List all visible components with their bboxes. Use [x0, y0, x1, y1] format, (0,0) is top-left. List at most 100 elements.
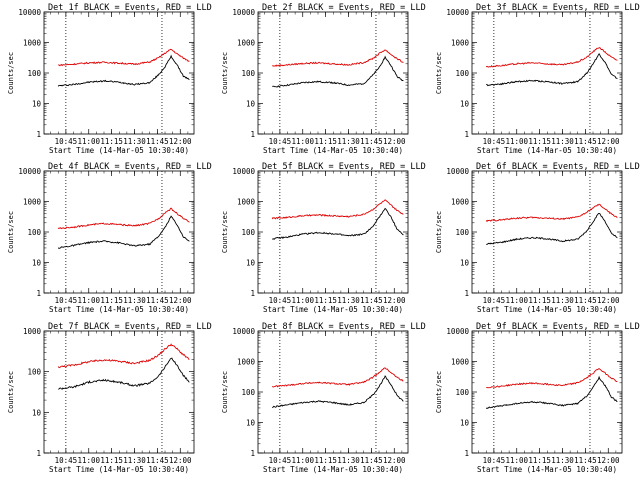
- panel-title: Det 4f BLACK = Events, RED = LLD: [48, 162, 212, 172]
- y-tick-label: 10000: [446, 8, 469, 17]
- x-tick-label: 11:15: [528, 137, 551, 146]
- x-tick-label: 11:00: [291, 296, 314, 305]
- x-tick-label: 10:45: [55, 137, 78, 146]
- y-tick-label: 10: [246, 419, 256, 428]
- x-tick-label: 10:45: [483, 456, 506, 465]
- series-line-events: [486, 52, 618, 87]
- x-axis-label: Start Time (14-Mar-05 10:30:40): [49, 465, 189, 474]
- series-line-events: [57, 215, 190, 250]
- y-tick-label: 1000: [237, 39, 256, 48]
- x-tick-label: 12:00: [597, 296, 620, 305]
- x-tick-label: 11:45: [146, 137, 169, 146]
- panel-title: Det 5f BLACK = Events, RED = LLD: [262, 162, 426, 172]
- y-tick-label: 100: [241, 69, 255, 78]
- x-tick-label: 11:15: [314, 296, 337, 305]
- panel-6: Det 6f BLACK = Events, RED = LLD 1 10 100 10…: [435, 162, 640, 314]
- x-tick-label: 11:30: [551, 137, 574, 146]
- y-tick-label: 10000: [18, 167, 41, 176]
- y-tick-label: 100: [455, 69, 469, 78]
- y-tick-label: 1000: [451, 198, 470, 207]
- x-tick-label: 12:00: [383, 296, 406, 305]
- x-axis-label: Start Time (14-Mar-05 10:30:40): [263, 146, 403, 155]
- x-tick-label: 12:00: [383, 137, 406, 146]
- x-tick-label: 11:15: [314, 456, 337, 465]
- x-tick-label: 11:00: [505, 456, 528, 465]
- plot-frame: [257, 11, 409, 135]
- x-tick-label: 11:00: [291, 137, 314, 146]
- series-line-lld: [58, 48, 190, 67]
- y-tick-label: 1000: [237, 358, 256, 367]
- y-tick-label: 10: [460, 259, 470, 268]
- panel-7: Det 7f BLACK = Events, RED = LLD 1 10 100 10…: [7, 322, 212, 474]
- series-line-events: [58, 357, 190, 390]
- plot-frame: [257, 330, 409, 454]
- y-axis-label: Counts/sec: [7, 52, 15, 94]
- x-tick-label: 11:15: [528, 456, 551, 465]
- x-tick-label: 10:45: [483, 137, 506, 146]
- x-tick-label: 11:30: [337, 456, 360, 465]
- x-tick-label: 11:15: [314, 137, 337, 146]
- y-tick-label: 10: [460, 100, 470, 109]
- y-tick-label: 100: [455, 388, 469, 397]
- series-line-lld: [271, 49, 404, 67]
- series-line-lld: [271, 367, 404, 388]
- x-tick-label: 11:00: [77, 456, 100, 465]
- series-line-events: [272, 55, 404, 88]
- y-tick-label: 1: [36, 130, 41, 139]
- series-line-lld: [271, 199, 404, 220]
- x-tick-label: 12:00: [597, 137, 620, 146]
- y-tick-label: 1000: [23, 39, 42, 48]
- plot-frame: [471, 170, 623, 294]
- y-tick-label: 1000: [23, 327, 42, 336]
- x-axis-label: Start Time (14-Mar-05 10:30:40): [263, 465, 403, 474]
- plot-frame: [471, 330, 623, 454]
- x-tick-label: 11:15: [100, 456, 123, 465]
- panel-1: Det 1f BLACK = Events, RED = LLD 1 10 100 10…: [7, 3, 212, 155]
- y-tick-label: 10: [32, 408, 42, 417]
- x-tick-label: 11:00: [77, 296, 100, 305]
- panel-title: Det 8f BLACK = Events, RED = LLD: [262, 322, 426, 332]
- y-tick-label: 100: [455, 228, 469, 237]
- y-tick-label: 1: [464, 449, 469, 458]
- x-tick-label: 11:45: [360, 137, 383, 146]
- series-line-events: [271, 207, 404, 240]
- x-tick-label: 11:30: [123, 296, 146, 305]
- series-line-events: [57, 54, 190, 87]
- x-tick-label: 11:00: [505, 137, 528, 146]
- y-tick-label: 10000: [232, 8, 255, 17]
- panel-9: Det 9f BLACK = Events, RED = LLD 1 10 100 10…: [435, 322, 640, 474]
- y-tick-label: 1: [36, 289, 41, 298]
- y-tick-label: 10000: [446, 327, 469, 336]
- plot-frame: [43, 330, 195, 454]
- x-tick-label: 11:30: [551, 456, 574, 465]
- y-tick-label: 1: [464, 130, 469, 139]
- panel-title: Det 1f BLACK = Events, RED = LLD: [48, 3, 212, 13]
- y-tick-label: 1: [250, 289, 255, 298]
- y-tick-label: 1000: [23, 198, 42, 207]
- plot-frame: [257, 170, 409, 294]
- x-tick-label: 12:00: [597, 456, 620, 465]
- panel-title: Det 9f BLACK = Events, RED = LLD: [476, 322, 640, 332]
- y-tick-label: 1000: [237, 198, 256, 207]
- x-axis-label: Start Time (14-Mar-05 10:30:40): [477, 465, 617, 474]
- x-tick-label: 11:30: [337, 137, 360, 146]
- x-axis-label: Start Time (14-Mar-05 10:30:40): [477, 146, 617, 155]
- y-axis-label: Counts/sec: [221, 371, 229, 413]
- y-tick-label: 1: [464, 289, 469, 298]
- panel-3: Det 3f BLACK = Events, RED = LLD 1 10 100 10…: [435, 3, 640, 155]
- x-tick-label: 12:00: [169, 456, 192, 465]
- x-tick-label: 11:45: [574, 137, 597, 146]
- y-axis-label: Counts/sec: [221, 211, 229, 253]
- y-tick-label: 10: [32, 100, 42, 109]
- y-tick-label: 10: [460, 419, 470, 428]
- series-line-events: [485, 375, 618, 409]
- x-tick-label: 11:45: [146, 296, 169, 305]
- y-tick-label: 10: [32, 259, 42, 268]
- x-tick-label: 10:45: [269, 456, 292, 465]
- x-tick-label: 11:45: [146, 456, 169, 465]
- y-axis-label: Counts/sec: [435, 371, 443, 413]
- y-axis-label: Counts/sec: [435, 211, 443, 253]
- y-tick-label: 10000: [232, 167, 255, 176]
- y-axis-label: Counts/sec: [7, 371, 15, 413]
- x-tick-label: 11:15: [528, 296, 551, 305]
